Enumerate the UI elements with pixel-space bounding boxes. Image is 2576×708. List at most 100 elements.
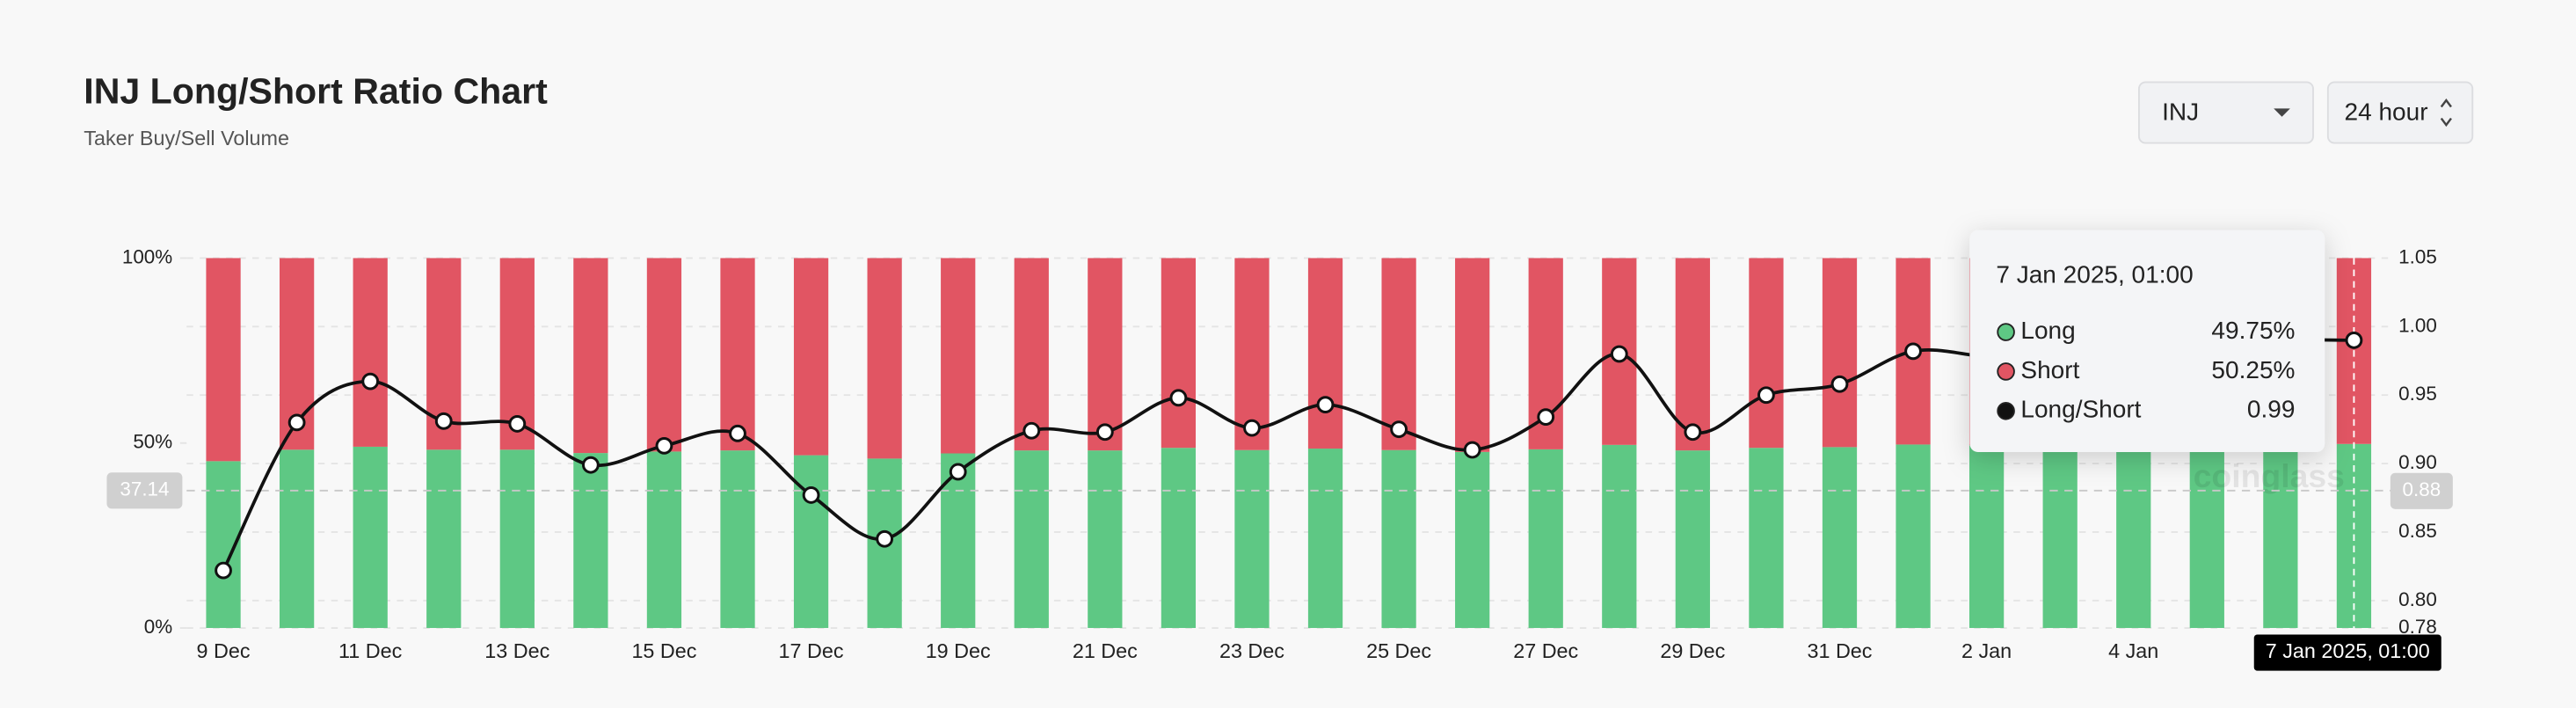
ratio-point	[1830, 375, 1849, 393]
y-tick-label: 0%	[144, 616, 172, 638]
bar-segment	[573, 258, 608, 454]
bar-segment	[1968, 445, 2005, 629]
x-tick-label: 19 Dec	[926, 639, 991, 662]
bar-segment	[1381, 258, 1416, 450]
bar-segment	[1088, 258, 1123, 451]
bar-segment	[573, 453, 608, 629]
ratio-point	[655, 436, 673, 455]
x-tick-label: 23 Dec	[1219, 639, 1284, 662]
bar-segment	[1455, 451, 1490, 629]
bar-segment	[1161, 258, 1197, 449]
bar-segment	[2116, 444, 2151, 629]
bar-segment	[867, 258, 902, 459]
crosshair-y2-box	[2390, 472, 2453, 509]
bar-segment	[1014, 258, 1049, 451]
plot: 0.78 0.80 0.85 0.90 0.95 1.00 1.05 0% 50% 100% 9 D…	[106, 230, 2453, 671]
ratio-point	[1757, 386, 1775, 405]
bar-segment	[720, 450, 755, 629]
ratio-point	[1463, 441, 1481, 459]
bar-segment	[426, 449, 462, 629]
chart-title: INJ Long/Short Ratio Chart	[84, 70, 548, 111]
tooltip-name: Short	[2020, 356, 2079, 383]
dropdown-arrow	[2274, 108, 2290, 117]
y2-tick-label: 0.80	[2398, 588, 2437, 610]
symbol-select[interactable]: INJ	[2138, 81, 2314, 144]
tooltip-name: Long/Short	[2020, 396, 2141, 423]
bar-segment	[1161, 448, 1197, 629]
select-box[interactable]	[2138, 81, 2314, 144]
tooltip-value: 50.25%	[2211, 356, 2295, 383]
bar-segment	[1602, 444, 1637, 629]
x-tick-label: 27 Dec	[1513, 639, 1578, 662]
bar-segment	[1528, 449, 1563, 629]
bar-segment	[1675, 258, 1710, 451]
bar-segment	[646, 451, 682, 629]
x-tick-label: 15 Dec	[631, 639, 696, 662]
crosshair-y-box	[106, 472, 183, 509]
tooltip-marker	[1997, 323, 2015, 341]
bar-segment	[1088, 450, 1123, 629]
bar-segment	[206, 258, 241, 462]
bar-segment	[1234, 258, 1270, 450]
tooltip-value: 49.75%	[2211, 317, 2295, 344]
crosshair-y2-label: 0.88	[2403, 478, 2441, 500]
bar-segment	[280, 449, 315, 629]
ratio-point	[508, 415, 527, 433]
bar-segment	[1307, 449, 1343, 629]
tooltip-value: 0.99	[2247, 396, 2296, 423]
select-label[interactable]: INJ	[2162, 98, 2199, 125]
y-tick-label: 100%	[122, 245, 172, 267]
bar-segment	[646, 258, 682, 452]
chart-subtitle: Taker Buy/Sell Volume	[84, 127, 289, 150]
select-label[interactable]: 24 hour	[2345, 98, 2428, 125]
bar-segment	[353, 258, 388, 447]
bar-segment	[1455, 258, 1490, 452]
ratio-point	[1904, 342, 1922, 361]
x-tick-label: 11 Dec	[338, 639, 403, 662]
crosshair-y-label: 37.14	[120, 478, 169, 500]
bar-segment	[720, 258, 755, 451]
spinner-arrows	[2440, 98, 2452, 128]
tooltip-title: 7 Jan 2025, 01:00	[1996, 260, 2193, 288]
ratio-point	[1316, 396, 1335, 414]
y2-tick-label: 0.95	[2398, 383, 2437, 405]
bar-segment	[1749, 258, 1784, 449]
y2-tick-label: 1.05	[2398, 245, 2437, 267]
y2-tick-label: 0.85	[2398, 520, 2437, 542]
ratio-point	[215, 561, 232, 580]
bar-segment	[1381, 449, 1416, 629]
tooltip-box	[1969, 230, 2325, 453]
ratio-point	[876, 529, 894, 548]
bar-segment	[2263, 443, 2298, 629]
bar-segment	[941, 258, 976, 454]
x-tick-label: 9 Dec	[197, 639, 251, 662]
ratio-point	[1610, 345, 1628, 363]
x-tick-label: 2 Jan	[1961, 639, 2012, 662]
tooltip-name: Long	[2020, 317, 2075, 344]
bar-segment	[1749, 448, 1784, 629]
bar-segment	[1234, 449, 1270, 629]
bar-segment	[499, 449, 535, 629]
bar-segment	[1675, 450, 1710, 629]
bar-segment	[353, 446, 388, 629]
crosshair-x-box	[2253, 634, 2441, 671]
ratio-point	[802, 486, 820, 504]
y2-tick-label: 0.90	[2398, 451, 2437, 473]
ratio-point	[1537, 408, 1555, 427]
bar-segment	[2042, 445, 2078, 629]
bar-segment	[793, 258, 829, 456]
x-tick-label: 31 Dec	[1807, 639, 1872, 662]
ratio-point	[2345, 332, 2363, 349]
bar-segment	[2189, 444, 2224, 629]
bar-segment	[1822, 258, 1858, 448]
watermark: coinglass	[2194, 457, 2345, 494]
ratio-point	[949, 463, 967, 481]
y2-tick-label: 0.78	[2398, 616, 2437, 638]
ratio-point	[1095, 423, 1114, 442]
interval-select[interactable]: 24 hour	[2326, 81, 2474, 144]
select-box[interactable]	[2326, 81, 2474, 144]
bar-segment	[1307, 258, 1343, 449]
x-tick-label: 17 Dec	[779, 639, 844, 662]
